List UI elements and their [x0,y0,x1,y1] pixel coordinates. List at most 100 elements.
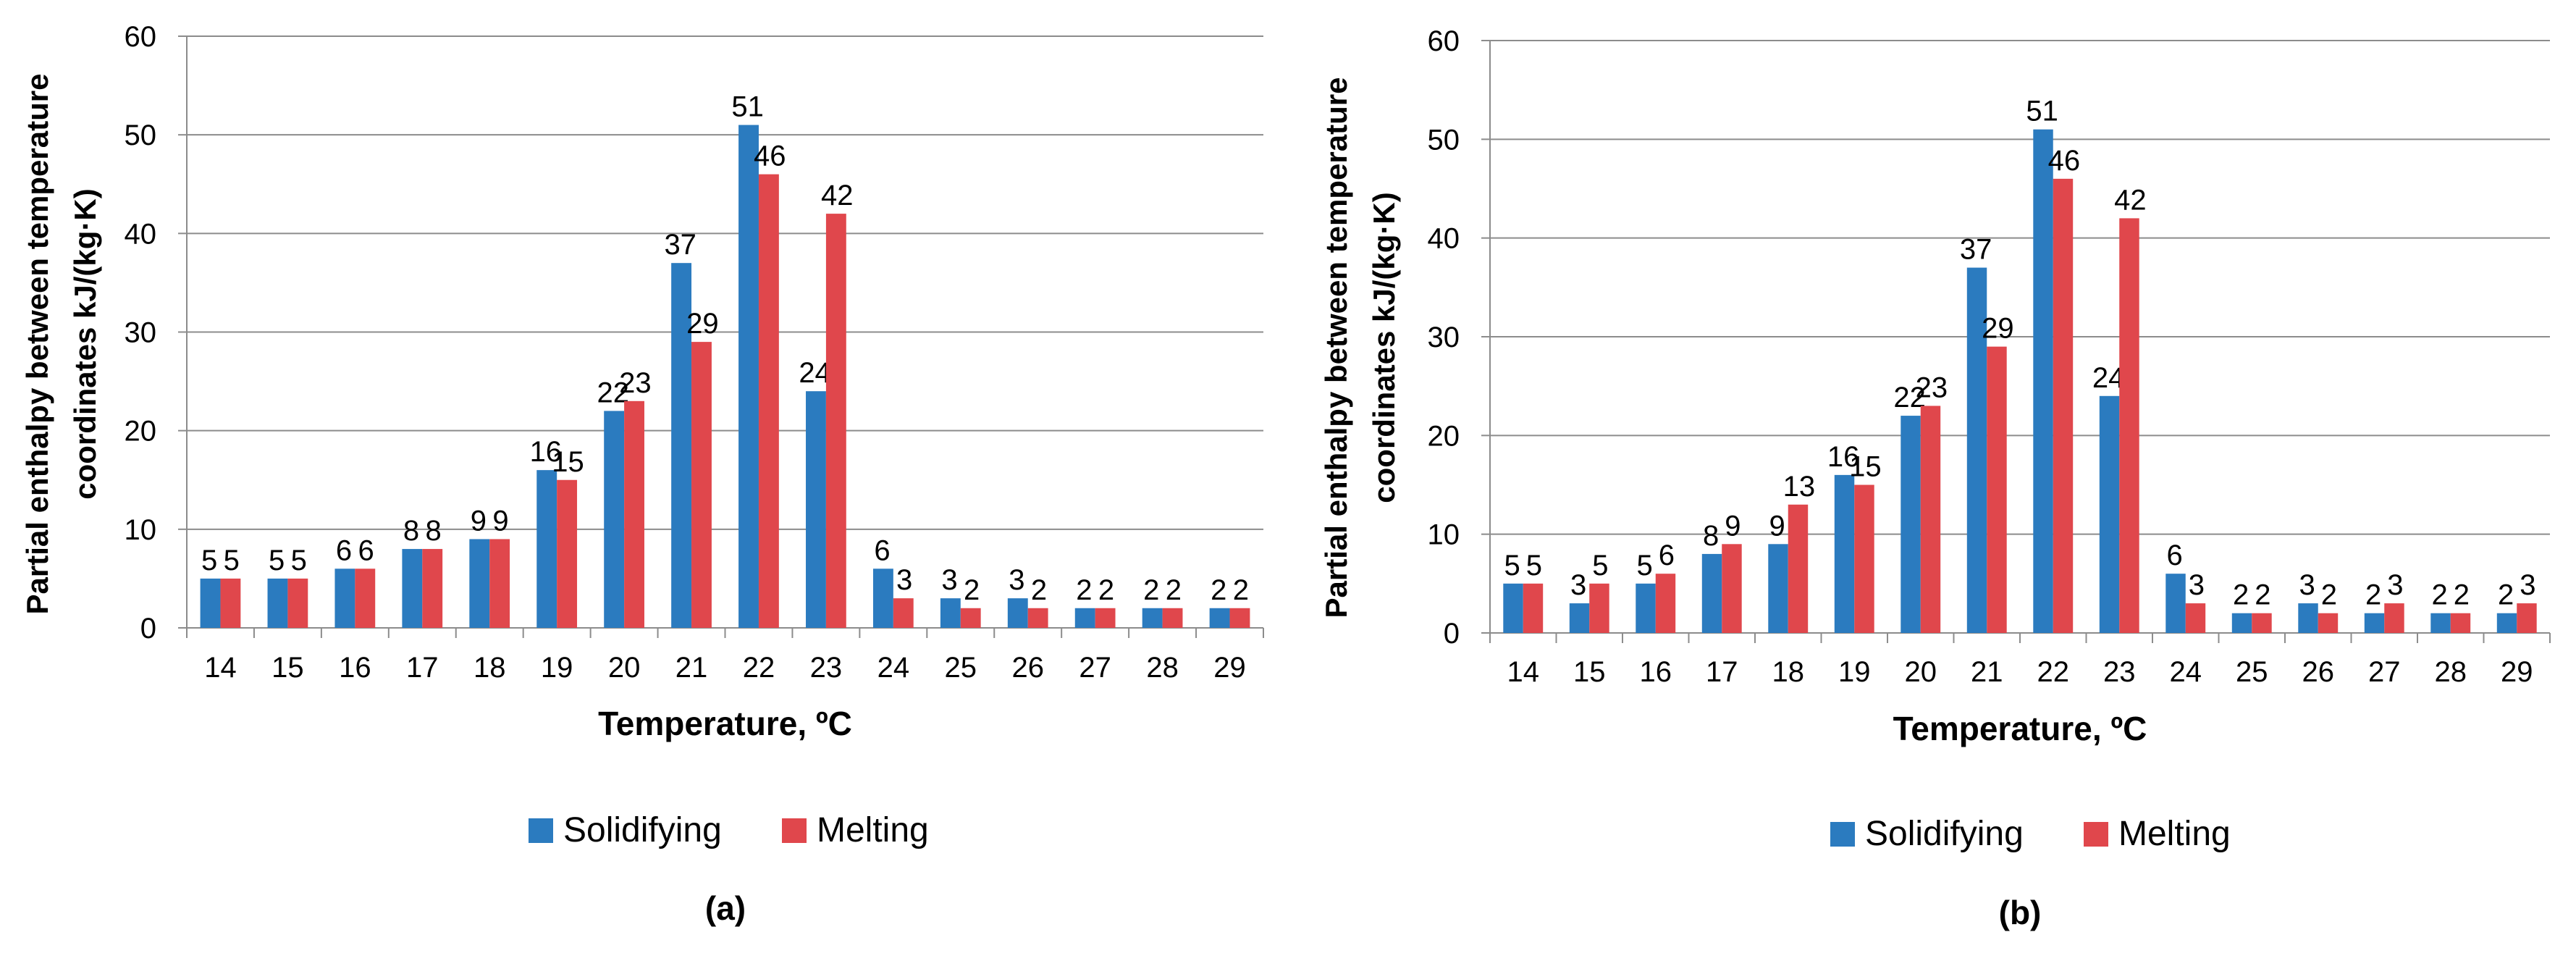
bar-melting [1920,406,1941,633]
x-tick-label: 24 [2170,656,2202,688]
y-tick-label: 30 [125,317,157,349]
bar-solidifying [1074,608,1095,628]
bar-melting [691,342,712,628]
data-label-solidifying: 2 [2365,579,2381,611]
data-label-melting: 46 [754,140,786,172]
y-axis-title: Partial enthalpy between temperature [1319,77,1353,618]
x-tick-label: 16 [339,652,371,684]
data-label-solidifying: 37 [1960,234,1992,266]
x-tick-label: 18 [1772,656,1805,688]
bar-solidifying [671,263,692,628]
bar-melting [1027,608,1048,628]
legend-label-solidifying: Solidifying [1865,815,2024,853]
bar-solidifying [872,568,893,628]
data-label-solidifying: 6 [874,534,890,566]
bar-melting [2318,613,2339,633]
data-label-melting: 46 [2048,145,2081,177]
y-tick-label: 50 [125,119,157,151]
bar-solidifying [1901,416,1921,633]
data-label-solidifying: 5 [201,545,217,576]
bar-solidifying [1834,474,1855,633]
x-tick-label: 22 [743,652,775,684]
x-tick-label: 24 [877,652,910,684]
data-label-melting: 23 [1916,372,1948,403]
x-tick-label: 27 [1079,652,1111,684]
data-label-melting: 2 [2321,579,2337,611]
data-label-solidifying: 16 [1827,441,1860,473]
x-tick-label: 28 [2435,656,2467,688]
data-label-solidifying: 3 [1009,564,1024,596]
data-label-melting: 3 [2387,569,2403,601]
bar-solidifying [1569,603,1590,633]
data-label-solidifying: 22 [1893,382,1926,414]
bar-solidifying [402,549,423,628]
y-tick-label: 0 [1444,618,1460,650]
data-label-melting: 9 [492,505,508,537]
y-tick-label: 10 [125,514,157,546]
data-label-solidifying: 24 [799,357,831,389]
data-label-melting: 3 [896,564,912,596]
data-label-melting: 29 [1982,313,2014,345]
y-axis-title: Partial enthalpy between temperature [20,74,54,615]
data-label-melting: 8 [425,515,441,547]
bar-solidifying [334,568,355,628]
data-label-solidifying: 2 [1143,574,1159,606]
x-tick-label: 14 [204,652,237,684]
legend-label-melting: Melting [817,811,929,849]
legend-swatch-solidifying [529,818,553,843]
x-tick-label: 14 [1507,656,1540,688]
bar-melting [557,479,578,628]
data-label-melting: 2 [1031,574,1047,606]
data-label-solidifying: 9 [1769,510,1785,542]
bar-melting [2450,613,2471,633]
x-tick-label: 25 [945,652,977,684]
bar-solidifying [536,470,557,628]
x-tick-label: 19 [1838,656,1871,688]
bar-solidifying [1701,553,1722,633]
data-label-melting: 2 [1166,574,1182,606]
bar-melting [2119,218,2139,633]
y-tick-label: 20 [125,416,157,448]
data-label-melting: 9 [1725,510,1741,542]
bar-solidifying [200,578,221,628]
bar-melting [355,568,376,628]
data-label-melting: 3 [2189,569,2205,601]
x-tick-label: 20 [608,652,641,684]
bar-melting [1722,544,1742,633]
bar-melting [1655,574,1676,633]
data-label-melting: 42 [2114,184,2147,216]
legend: Solidifying Melting [1830,815,2231,853]
x-tick-label: 20 [1905,656,1937,688]
y-tick-label: 60 [125,21,157,53]
legend-swatch-melting [782,818,807,843]
data-label-solidifying: 22 [597,377,630,408]
bar-melting [1523,583,1544,633]
bar-solidifying [604,411,625,628]
data-label-solidifying: 3 [941,564,957,596]
bar-melting [893,598,914,628]
x-tick-label: 16 [1640,656,1672,688]
bar-melting [1987,346,2007,633]
legend-label-melting: Melting [2118,815,2231,853]
y-axis-title: coordinates kJ/(kg·K) [1367,192,1401,503]
data-label-solidifying: 5 [269,545,285,576]
x-tick-label: 23 [810,652,843,684]
data-label-solidifying: 2 [1211,574,1226,606]
x-tick-label: 15 [272,652,304,684]
bar-solidifying [806,391,826,628]
bar-melting [2252,613,2272,633]
y-tick-label: 60 [1428,25,1460,57]
bar-solidifying [1007,598,1028,628]
y-tick-label: 20 [1428,420,1460,452]
data-label-solidifying: 5 [1637,550,1653,582]
data-label-solidifying: 5 [1504,550,1520,582]
data-label-solidifying: 2 [1076,574,1092,606]
bar-melting [489,539,510,628]
bar-melting [1854,484,1874,633]
x-tick-label: 26 [1011,652,1044,684]
bar-melting [2384,603,2404,633]
bar-melting [1589,583,1609,633]
legend-swatch-solidifying [1830,822,1855,847]
